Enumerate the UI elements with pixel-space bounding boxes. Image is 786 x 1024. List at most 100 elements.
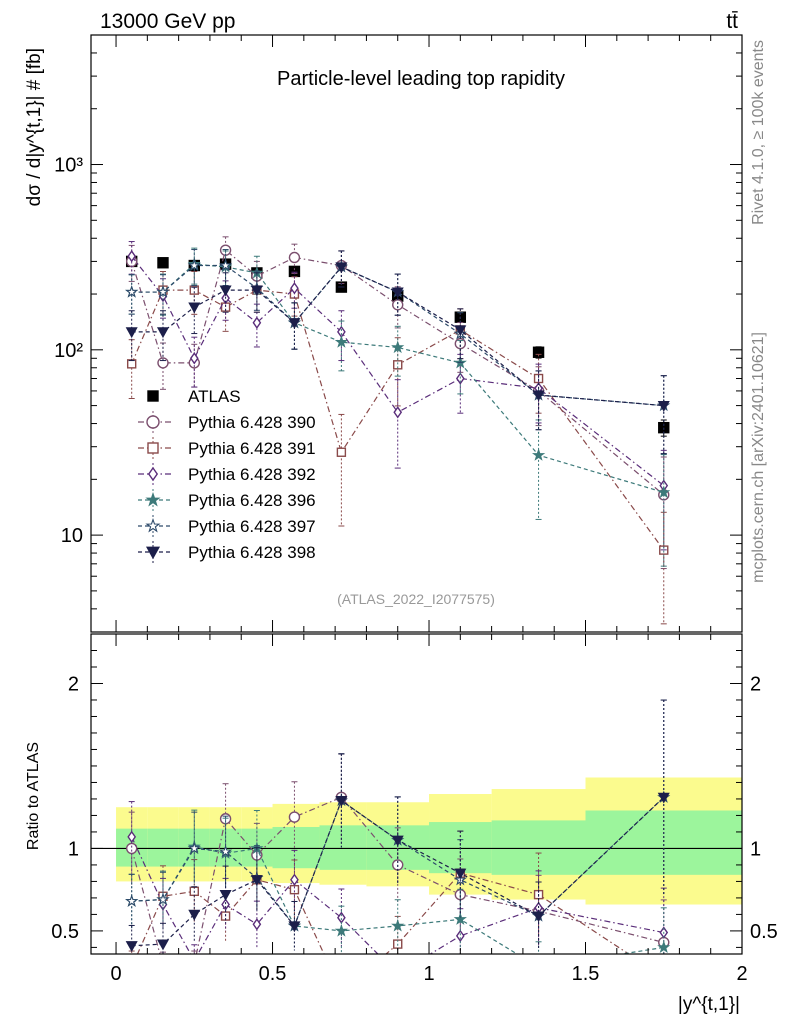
side-label-rivet: Rivet 4.1.0, ≥ 100k events bbox=[750, 40, 767, 225]
legend-label: Pythia 6.428 398 bbox=[188, 543, 316, 562]
x-tick-label: 0.5 bbox=[259, 963, 287, 985]
legend-marker-6 bbox=[145, 546, 161, 560]
ratio-point-2 bbox=[191, 956, 198, 966]
ratio-point-2 bbox=[290, 873, 299, 886]
data-point-3 bbox=[290, 281, 299, 295]
legend-entry-5: Pythia 6.428 397 bbox=[138, 515, 316, 537]
ratio-point-2 bbox=[455, 929, 465, 943]
ratio-point-5 bbox=[219, 890, 232, 901]
data-point-3 bbox=[252, 316, 262, 329]
ratio-line-1 bbox=[136, 872, 630, 954]
legend-marker-2 bbox=[147, 442, 159, 454]
ratio-point-5 bbox=[188, 909, 201, 921]
ratio-plot-area bbox=[91, 699, 742, 996]
data-point-5 bbox=[187, 258, 201, 272]
data-point-3 bbox=[393, 406, 403, 419]
ratio-point-5 bbox=[454, 868, 467, 880]
ratio-point-3 bbox=[453, 912, 467, 925]
ratio-point-2 bbox=[394, 969, 401, 979]
main-plot-area bbox=[125, 236, 671, 625]
ratio-point-4 bbox=[156, 892, 170, 906]
data-point-0 bbox=[288, 265, 301, 278]
uncertainty-band-inner bbox=[272, 826, 320, 869]
ratio-y-tick-label-right: 1 bbox=[750, 838, 761, 860]
data-point-6 bbox=[188, 302, 201, 314]
ratio-point-0 bbox=[288, 811, 301, 823]
ratio-y-tick-label-right: 0.5 bbox=[750, 921, 778, 943]
ratio-point-5 bbox=[288, 921, 301, 933]
data-point-1 bbox=[288, 251, 301, 264]
x-tick-label: 1.5 bbox=[572, 963, 600, 985]
ratio-point-5 bbox=[156, 939, 170, 951]
ratio-plot-frame bbox=[90, 633, 743, 955]
ratio-point-3 bbox=[534, 962, 544, 972]
x-tick-label: 2 bbox=[736, 963, 747, 985]
data-point-0 bbox=[532, 346, 545, 358]
data-point-0 bbox=[157, 257, 169, 269]
side-label-mcplots: mcplots.cern.ch [arXiv:2401.10621] bbox=[750, 332, 767, 583]
legend-entry-2: Pythia 6.428 391 bbox=[138, 437, 316, 459]
series-line-6 bbox=[131, 266, 664, 407]
ratio-point-3 bbox=[391, 919, 405, 932]
ratio-point-5 bbox=[391, 835, 404, 847]
data-point-2 bbox=[393, 360, 403, 370]
legend-marker-4 bbox=[145, 492, 161, 507]
data-point-6 bbox=[391, 287, 404, 299]
data-point-6 bbox=[250, 285, 263, 297]
legend-entry-3: Pythia 6.428 392 bbox=[138, 463, 316, 485]
legend: ATLAS Pythia 6.428 390 Pythia 6.428 391 Pyt… bbox=[138, 387, 316, 563]
data-point-6 bbox=[125, 327, 138, 339]
y-tick-label: 10² bbox=[54, 340, 83, 362]
data-point-6 bbox=[532, 390, 545, 402]
data-point-6 bbox=[156, 327, 170, 339]
analysis-label: (ATLAS_2022_I2077575) bbox=[337, 591, 495, 607]
legend-marker-0 bbox=[147, 390, 159, 402]
main-plot-panel: 10 10² 10³ bbox=[54, 34, 743, 633]
data-point-3 bbox=[189, 352, 199, 365]
ratio-point-0 bbox=[189, 959, 199, 969]
series-line-3 bbox=[131, 255, 665, 487]
legend-entry-1: Pythia 6.428 390 bbox=[138, 411, 316, 433]
legend-label: Pythia 6.428 396 bbox=[188, 491, 316, 510]
data-point-4 bbox=[657, 485, 671, 499]
ratio-point-5 bbox=[335, 795, 348, 807]
main-y-axis-label: dσ / d|y^{t,1}| # [fb] bbox=[24, 48, 45, 206]
ratio-point-0 bbox=[125, 842, 138, 855]
ratio-point-4 bbox=[219, 844, 233, 858]
series-line-5 bbox=[131, 264, 664, 407]
uncertainty-band-inner bbox=[147, 828, 179, 867]
data-point-2 bbox=[336, 447, 347, 457]
legend-label: ATLAS bbox=[188, 387, 241, 406]
ratio-point-0 bbox=[158, 961, 168, 971]
legend-label: Pythia 6.428 392 bbox=[188, 465, 316, 484]
main-plot-frame bbox=[90, 34, 743, 633]
legend-label: Pythia 6.428 391 bbox=[188, 439, 316, 458]
x-tick-label: 1 bbox=[423, 963, 434, 985]
ratio-line-0 bbox=[131, 796, 664, 954]
legend-marker-5 bbox=[145, 518, 161, 533]
ratio-y-tick-label: 0.5 bbox=[51, 921, 79, 943]
ratio-point-5 bbox=[657, 792, 670, 804]
data-point-2 bbox=[189, 285, 199, 295]
legend-entry-4: Pythia 6.428 396 bbox=[138, 489, 316, 511]
uncertainty-band-inner bbox=[319, 825, 367, 870]
ratio-point-1 bbox=[660, 973, 668, 981]
ratio-point-1 bbox=[337, 988, 345, 996]
main-plot-title: Particle-level leading top rapidity bbox=[277, 68, 565, 90]
ratio-point-5 bbox=[125, 941, 138, 952]
y-tick-label: 10 bbox=[61, 525, 83, 547]
ratio-point-2 bbox=[252, 918, 262, 931]
legend-label: Pythia 6.428 397 bbox=[188, 517, 316, 536]
data-point-4 bbox=[391, 340, 405, 354]
ratio-plot-panel: 0 0.5 1 1.5 20.5 0.51 12 2 bbox=[51, 633, 778, 996]
data-point-4 bbox=[334, 335, 348, 348]
data-point-5 bbox=[156, 285, 170, 298]
ratio-point-4 bbox=[125, 894, 139, 907]
ratio-point-5 bbox=[250, 875, 263, 887]
data-point-6 bbox=[657, 400, 670, 412]
data-point-6 bbox=[454, 325, 467, 337]
ratio-point-1 bbox=[128, 963, 136, 971]
ratio-y-axis-label: Ratio to ATLAS bbox=[25, 742, 42, 850]
x-axis-label: |y^{t,1}| bbox=[678, 994, 740, 1015]
ratio-y-tick-label-right: 2 bbox=[750, 673, 761, 695]
